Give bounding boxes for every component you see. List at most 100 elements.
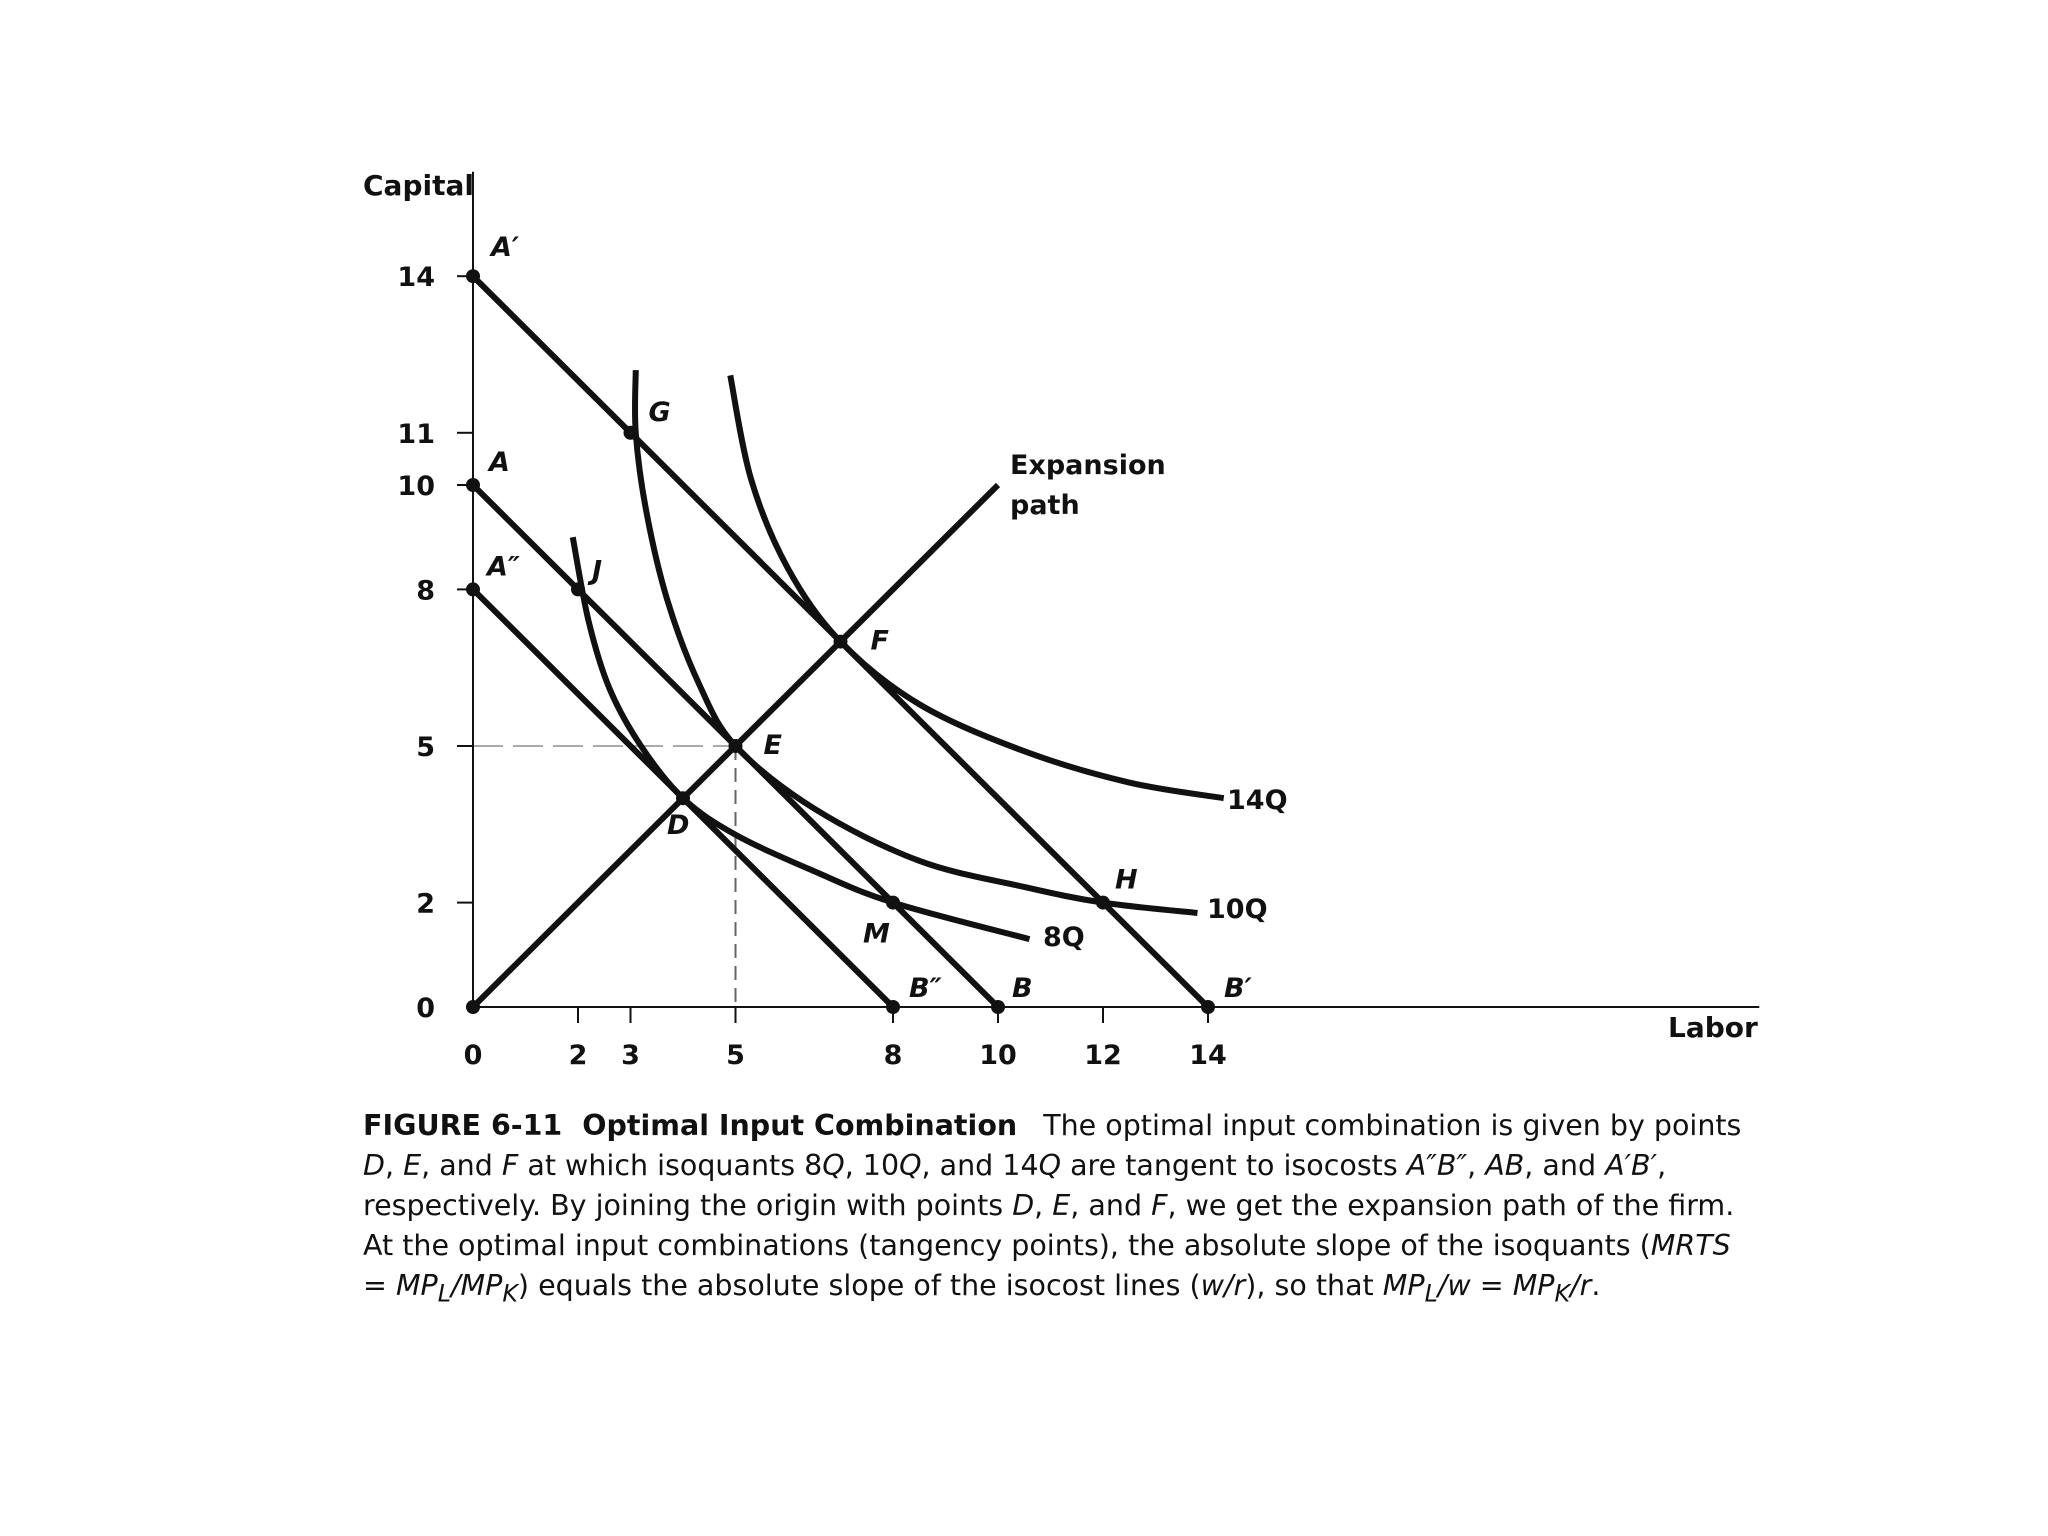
caption-sub-k: K [1554,1279,1571,1308]
point-dot [991,1000,1005,1014]
caption-text: , respectively. By joining the origin wi… [363,1149,1667,1222]
caption-point-f: F [501,1149,519,1182]
y-tick-label: 10 [397,471,435,502]
isoquant-label-10q: 10Q [1207,894,1268,925]
x-tick-label: 0 [464,1040,483,1071]
caption-point-d: D [363,1149,385,1182]
caption-eq-text: /r [1570,1269,1592,1302]
point-label: B″ [909,973,942,1004]
point-dot [676,791,690,806]
point-dot [886,1000,900,1014]
points: A′ A A″ B″ B B′ G J F E D M H [466,232,1252,1014]
x-tick-label: 10 [979,1040,1017,1071]
x-tick-label: 8 [884,1040,903,1071]
isoquant-8q [569,536,1031,943]
caption-sub-l: L [437,1279,451,1308]
y-axis-title: Capital [363,169,474,202]
caption-q: Q [822,1149,845,1182]
point-label: D [667,810,689,841]
y-tick-label: 0 [416,993,435,1024]
point-dot [466,478,480,492]
x-tick-label: 5 [726,1040,745,1071]
point-dot [571,582,585,597]
x-tick-label: 3 [621,1040,640,1071]
caption-point-e: E [1052,1189,1071,1222]
y-tick-label: 5 [416,732,435,763]
y-tick-label: 14 [397,262,435,293]
point-dot [466,1000,480,1014]
point-label: A″ [485,551,520,582]
caption-sub-k: K [502,1279,518,1308]
caption-text: , and 14 [921,1149,1039,1182]
caption-point-e: E [403,1149,422,1182]
point-label: H [1115,865,1138,896]
caption-point-f: F [1151,1189,1168,1222]
caption-text: The optimal input combination is given b… [1043,1109,1742,1142]
caption-mrts-text: MRTS = MP [363,1229,1731,1302]
caption-q: Q [899,1149,922,1182]
figure-title: Optimal Input Combination [582,1109,1018,1142]
point-label: E [764,730,783,761]
caption-text: , and [1524,1149,1606,1182]
x-axis-title: Labor [1668,1011,1758,1044]
caption-eq-text: /w = MP [1437,1269,1555,1302]
caption-eq-text: MP [1382,1269,1425,1302]
point-dot [1096,895,1110,910]
point-dot [886,895,900,910]
point-label: G [649,397,671,428]
caption-text: ) equals the absolute slope of the isoco… [517,1269,1201,1302]
point-label: F [871,626,890,657]
caption-text: . [1591,1269,1601,1302]
point-dot [728,739,743,753]
point-label: A [487,447,510,478]
caption-text: , [1034,1189,1053,1222]
x-tick-label: 12 [1084,1040,1122,1071]
caption-text: at which isoquants 8 [518,1149,823,1182]
x-tick-label: 2 [569,1040,588,1071]
caption-equation: MPL/w = MPK/r [1382,1269,1592,1308]
point-label: B [1012,973,1033,1004]
caption-text: are tangent to isocosts [1061,1149,1407,1182]
caption-sub-l: L [1424,1279,1438,1308]
caption-text: , [384,1149,404,1182]
caption-isocost-a2b2: A″B″ [1406,1149,1468,1182]
figure-number: FIGURE 6-11 [363,1109,563,1142]
point-label: B′ [1224,973,1252,1004]
caption-isocost-ab: AB [1485,1149,1525,1182]
figure-caption: FIGURE 6-11 Optimal Input Combination The … [363,1106,1753,1314]
y-tick-label: 11 [397,419,435,450]
isoquant-curves [569,370,1225,943]
x-tick-label: 14 [1189,1040,1227,1071]
caption-text: , [1467,1149,1486,1182]
caption-text: , and [421,1149,502,1182]
point-dot [623,425,638,440]
point-dot [833,634,848,649]
isoquant-label-14q: 14Q [1227,785,1288,816]
point-label: A′ [489,232,519,263]
caption-text: , we get the expansion path of the firm.… [363,1189,1735,1262]
caption-q: Q [1038,1149,1062,1182]
caption-mrts: MRTS = MPL/MPK [363,1229,1731,1308]
axis-ticks: 0 2 3 5 8 10 12 14 0 2 5 8 10 11 14 [397,262,1226,1071]
caption-text: ), so that [1245,1269,1383,1302]
point-dot [466,582,480,597]
caption-text: , 10 [844,1149,900,1182]
isoquant-label-8q: 8Q [1043,922,1085,953]
caption-point-d: D [1012,1189,1035,1222]
point-label: M [863,919,890,950]
caption-isocost-a1b1: A′B′ [1605,1149,1658,1182]
isoquant-10q [631,370,1198,917]
y-tick-label: 8 [416,575,435,606]
expansion-path-label-line1: Expansion [1010,450,1166,481]
caption-mrts-text: /MP [450,1269,503,1302]
y-tick-label: 2 [416,889,435,920]
point-dot [1201,1000,1215,1014]
point-dot [466,269,480,284]
isoquant-14q [727,374,1225,802]
guide-lines [473,745,737,1007]
point-label: J [587,555,602,586]
caption-wr: w/r [1200,1269,1246,1302]
expansion-path-label-line2: path [1010,490,1080,521]
caption-text: , and [1070,1189,1152,1222]
